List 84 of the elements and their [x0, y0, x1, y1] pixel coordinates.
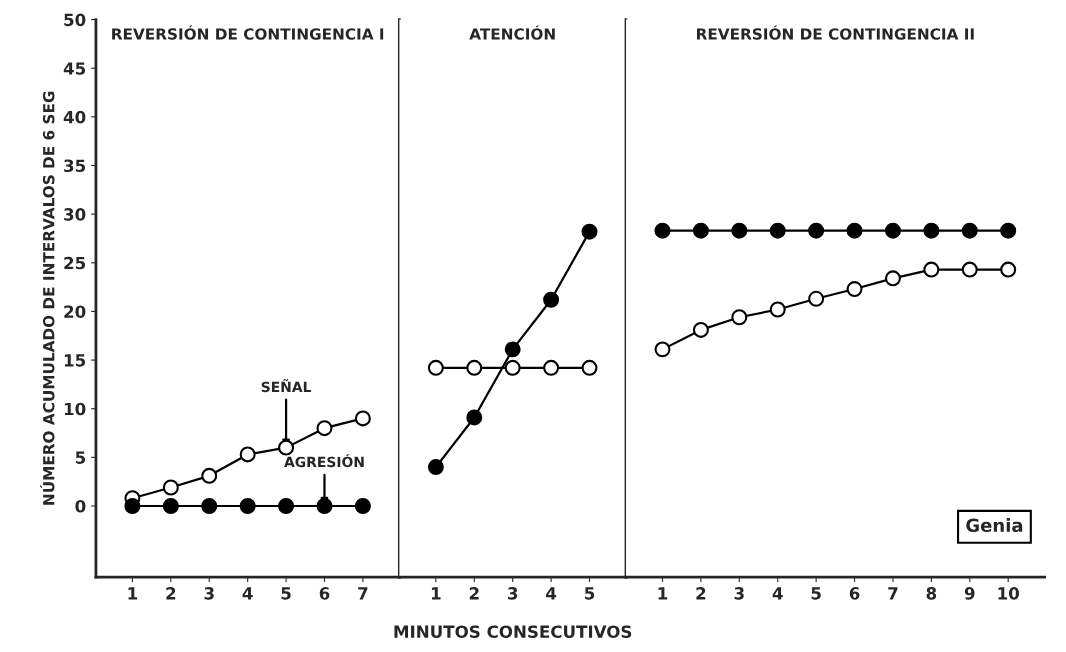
point	[808, 290, 825, 307]
annotation: Genia	[966, 518, 1023, 533]
y-axis-title: NÚMERO ACUMULADO DE INTERVALOS DE 6 SEG	[40, 91, 55, 505]
point	[162, 479, 179, 496]
point	[846, 222, 863, 239]
x-tick-label: 5	[585, 587, 595, 600]
point	[354, 498, 371, 514]
x-tick-label: 4	[546, 587, 557, 600]
x-tick-label: 3	[204, 587, 214, 600]
y-tick-label: 25	[64, 256, 86, 270]
point	[239, 498, 256, 514]
point	[543, 359, 560, 376]
point	[692, 222, 709, 239]
x-tick-label: 9	[964, 587, 975, 600]
x-tick-label: 10	[998, 587, 1019, 600]
x-tick-label: 3	[508, 587, 518, 600]
point	[654, 222, 671, 239]
point	[923, 222, 940, 239]
x-tick-label: 1	[658, 587, 668, 600]
y-tick-label: 20	[64, 305, 86, 318]
point	[808, 222, 825, 239]
point	[581, 223, 598, 240]
chart-title: ATENCIÓN	[469, 25, 555, 40]
y-tick-label: 5	[75, 451, 86, 464]
x-tick-label: 5	[811, 587, 821, 600]
point	[504, 341, 521, 358]
x-tick-label: 6	[319, 587, 330, 600]
x-tick-label: 2	[696, 587, 706, 600]
point	[846, 281, 863, 298]
y-tick-label: 40	[63, 110, 86, 124]
point	[1000, 261, 1017, 278]
point	[769, 301, 786, 318]
point	[201, 467, 218, 484]
x-axis-title: MINUTOS CONSECUTIVOS	[394, 625, 632, 638]
x-tick-label: 2	[166, 587, 176, 600]
point	[354, 410, 371, 427]
x-tick-label: 1	[128, 587, 138, 600]
point	[961, 222, 978, 239]
point	[278, 439, 295, 456]
x-tick-label: 2	[469, 587, 479, 600]
point	[239, 446, 256, 463]
point	[1000, 222, 1017, 239]
annotation: SEÑAL	[261, 379, 312, 393]
x-tick-label: 4	[772, 587, 783, 600]
point	[961, 261, 978, 278]
x-tick-label: 7	[888, 587, 898, 600]
point	[278, 498, 295, 514]
y-tick-label: 15	[64, 354, 86, 367]
y-tick-label: 45	[63, 62, 86, 75]
x-tick-label: 5	[281, 587, 291, 600]
point	[769, 222, 786, 239]
point	[466, 359, 483, 376]
point	[316, 420, 333, 437]
point	[162, 498, 179, 514]
y-tick-label: 35	[64, 159, 86, 173]
point	[201, 498, 218, 514]
x-tick-label: 3	[734, 587, 744, 600]
point	[654, 341, 671, 358]
point	[731, 222, 748, 239]
point	[504, 359, 521, 376]
y-tick-label: 30	[64, 208, 86, 221]
point	[124, 498, 141, 514]
annotation: AGRESIÓN	[284, 454, 364, 468]
chart-title: REVERSIÓN DE CONTINGENCIA I	[112, 25, 384, 40]
point	[543, 291, 560, 308]
point	[884, 270, 901, 287]
point	[692, 321, 709, 338]
point	[731, 309, 748, 326]
point	[427, 459, 444, 476]
point	[923, 261, 940, 278]
x-tick-label: 4	[242, 587, 253, 600]
chart-title: REVERSIÓN DE CONTINGENCIA II	[697, 25, 974, 40]
y-tick-label: 10	[64, 402, 86, 416]
y-tick-label: 0	[75, 499, 86, 513]
x-tick-label: 7	[358, 587, 368, 600]
point	[427, 359, 444, 376]
x-tick-label: 8	[926, 587, 937, 600]
x-tick-label: 1	[431, 587, 441, 600]
x-tick-label: 6	[849, 587, 860, 600]
point	[581, 359, 598, 376]
point	[884, 222, 901, 239]
y-tick-label: 50	[64, 13, 86, 27]
point	[316, 498, 333, 514]
point	[466, 409, 483, 426]
